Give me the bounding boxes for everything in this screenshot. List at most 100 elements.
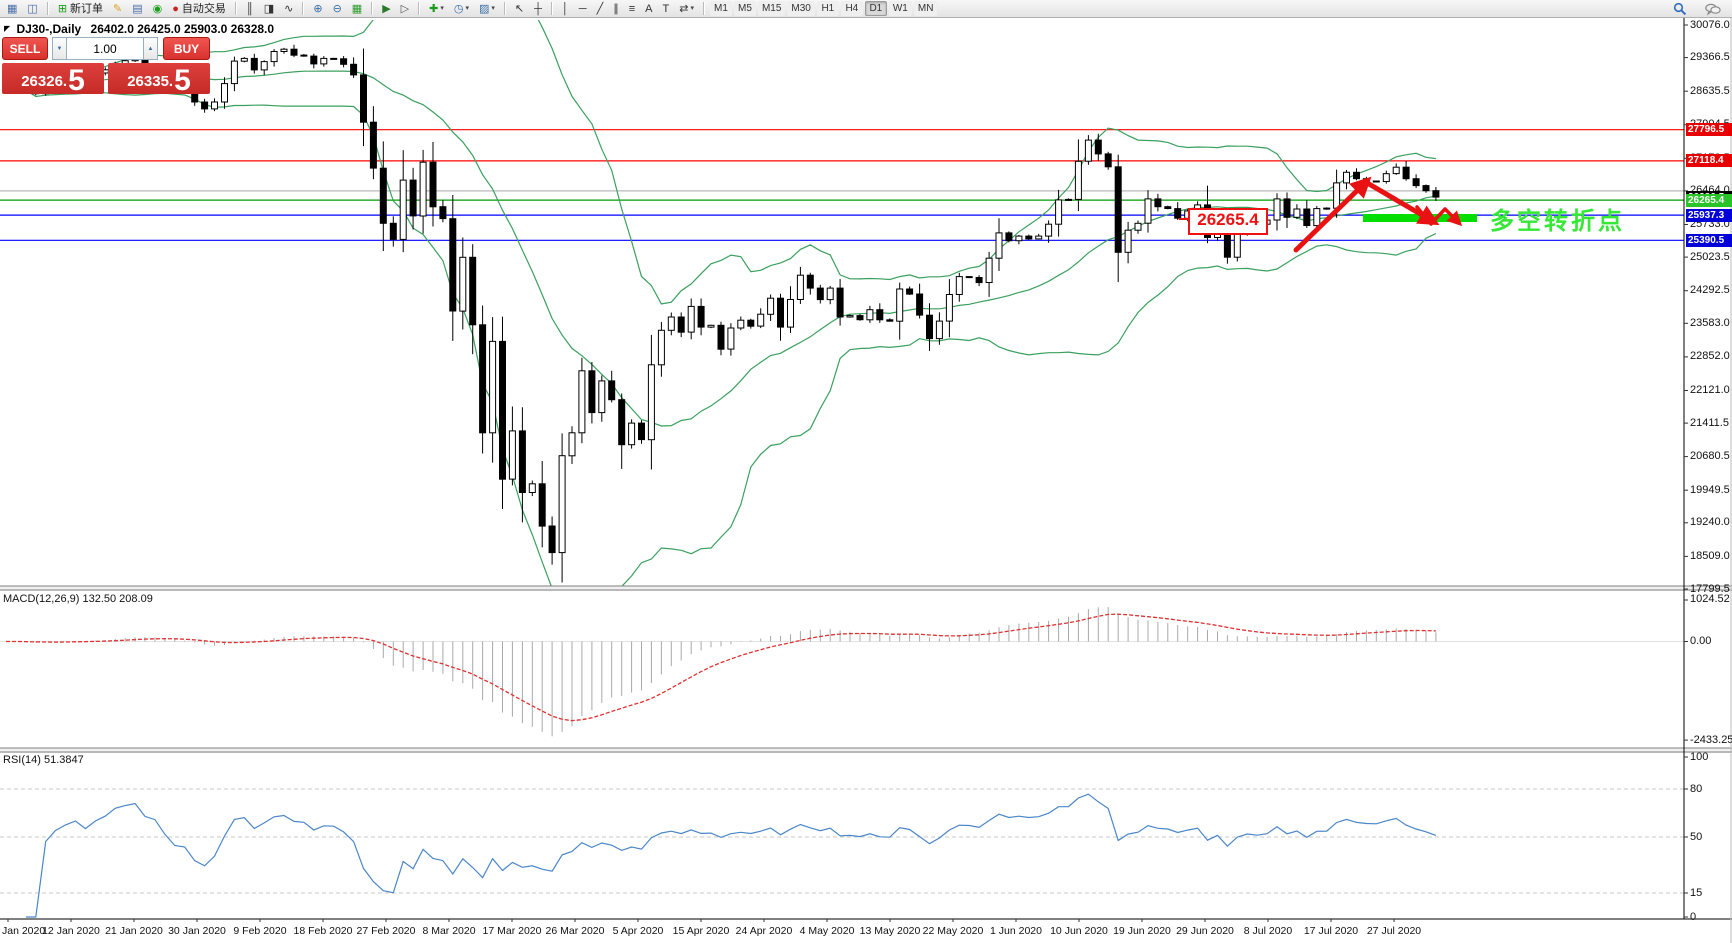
chart-svg [0, 18, 1732, 943]
horizontal-line-icon: ─ [578, 2, 587, 15]
sell-price-main: 26326. [21, 73, 68, 90]
search-icon[interactable] [1669, 1, 1691, 17]
sell-button[interactable]: SELL [2, 37, 48, 60]
cursor-button[interactable]: ↖ [511, 1, 528, 17]
toolbar-separator [550, 2, 553, 15]
toolbar-separator [418, 2, 421, 15]
chevron-down-icon: ▾ [690, 4, 694, 12]
toolbar-separator [371, 2, 374, 15]
new-order-icon: ⊞ [57, 2, 68, 15]
indicators-list-button[interactable]: ✚ ▾ [425, 1, 448, 17]
toolbar-separator [302, 2, 305, 15]
cursor-icon: ↖ [514, 2, 525, 15]
zoom-out-icon: ⊖ [332, 2, 342, 15]
timeframe-h1-button[interactable]: H1 [816, 1, 839, 16]
chevron-down-icon: ▾ [465, 4, 469, 12]
arrows-icon: ⇄ [679, 2, 689, 15]
equidistant-channel-button[interactable]: ∥ [609, 1, 623, 17]
buy-button[interactable]: BUY [163, 37, 210, 60]
auto-scroll-icon: ▶ [382, 2, 391, 15]
timeframe-m1-button[interactable]: M1 [709, 1, 732, 16]
timeframe-m30-button[interactable]: M30 [787, 1, 815, 16]
chart-marker-icon: ◤ [4, 24, 11, 33]
chat-icon[interactable] [1701, 1, 1725, 17]
templates-button[interactable]: ▨ ▾ [475, 1, 499, 17]
line-chart-icon: ∿ [284, 2, 294, 15]
equidistant-channel-icon: ∥ [613, 2, 619, 15]
buy-price-main: 26335. [127, 73, 174, 90]
profiles-icon: ◫ [27, 2, 38, 15]
tile-windows-button[interactable]: ▦ [348, 1, 366, 17]
zoom-out-button[interactable]: ⊖ [329, 1, 346, 17]
toolbar-separator [46, 2, 49, 15]
auto-scroll-button[interactable]: ▶ [378, 1, 394, 17]
crosshair-button[interactable]: ┼ [530, 1, 546, 17]
line-chart-button[interactable]: ∿ [280, 1, 297, 17]
chevron-down-icon: ▾ [440, 4, 444, 12]
new-order-label: 新订单 [70, 2, 104, 15]
sell-price-button[interactable]: 26326. 5 [2, 63, 104, 97]
metaeditor-button[interactable]: ✎ [109, 1, 126, 17]
vertical-line-icon: │ [561, 2, 569, 15]
timeframe-h4-button[interactable]: H4 [840, 1, 863, 16]
chart-symbol-period: DJ30-,Daily [16, 22, 82, 36]
candlestick-chart-button[interactable]: ◨ [260, 1, 278, 17]
strategy-tester-icon: ▤ [132, 2, 143, 15]
autotrading-button[interactable]: ● 自动交易 [168, 1, 230, 17]
indicators-list-icon: ✚ [429, 2, 439, 15]
bar-chart-button[interactable]: ║ [242, 1, 258, 17]
volume-input[interactable] [67, 37, 143, 60]
price-flag-annotation: 26265.4 [1188, 208, 1268, 235]
arrows-button[interactable]: ⇄ ▾ [675, 1, 698, 17]
zoom-in-button[interactable]: ⊕ [309, 1, 326, 17]
timeframe-w1-button[interactable]: W1 [888, 1, 912, 16]
templates-icon: ▨ [478, 2, 490, 15]
bar-chart-icon: ║ [245, 2, 254, 15]
chart-shift-icon: ▷ [400, 2, 410, 15]
metaeditor-icon: ✎ [113, 2, 123, 15]
trendline-icon: ╱ [596, 2, 604, 15]
zoom-in-icon: ⊕ [313, 2, 323, 15]
new-chart-icon: ▦ [7, 2, 18, 15]
text-label-button[interactable]: T [658, 1, 673, 17]
timeframe-mn-button[interactable]: MN [913, 1, 938, 16]
new-chart-button[interactable]: ▦ [3, 1, 21, 17]
profiles-button[interactable]: ◫ [23, 1, 41, 17]
chart-canvas[interactable]: ◤ DJ30-,Daily 26402.0 26425.0 25903.0 26… [0, 18, 1732, 943]
one-click-top-row: SELL ▼ ▲ BUY [2, 37, 215, 60]
text-icon: A [645, 2, 653, 15]
autotrading-label: 自动交易 [181, 2, 226, 15]
trendline-button[interactable]: ╱ [593, 1, 608, 17]
horizontal-line-button[interactable]: ─ [575, 1, 591, 17]
strategy-tester-button[interactable]: ▤ [128, 1, 146, 17]
crosshair-icon: ┼ [534, 2, 542, 15]
toolbar-separator [234, 2, 237, 15]
chart-title: ◤ DJ30-,Daily 26402.0 26425.0 25903.0 26… [4, 22, 274, 36]
volume-up-button[interactable]: ▲ [143, 37, 158, 60]
text-label-icon: T [662, 2, 670, 15]
vertical-line-button[interactable]: │ [558, 1, 573, 17]
tile-windows-icon: ▦ [351, 2, 363, 15]
one-click-trading-panel: SELL ▼ ▲ BUY 26326. 5 26335. 5 [2, 37, 215, 97]
signals-button[interactable]: ◉ [149, 1, 167, 17]
periods-icon: ◷ [453, 2, 464, 15]
candlestick-chart-icon: ◨ [263, 2, 275, 15]
timeframe-d1-button[interactable]: D1 [864, 1, 887, 16]
chart-ohlc-values: 26402.0 26425.0 25903.0 26328.0 [90, 22, 275, 36]
periods-button[interactable]: ◷ ▾ [450, 1, 473, 17]
one-click-price-row: 26326. 5 26335. 5 [2, 63, 215, 97]
chart-shift-button[interactable]: ▷ [397, 1, 413, 17]
buy-price-big-digit: 5 [174, 64, 191, 97]
timeframe-m15-button[interactable]: M15 [757, 1, 786, 16]
timeframe-m5-button[interactable]: M5 [733, 1, 756, 16]
fibonacci-button[interactable]: ≡ [625, 1, 639, 17]
buy-price-button[interactable]: 26335. 5 [108, 63, 210, 97]
new-order-button[interactable]: ⊞ 新订单 [54, 1, 107, 17]
volume-down-button[interactable]: ▼ [52, 37, 67, 60]
sell-price-big-digit: 5 [68, 64, 85, 97]
toolbar-separator [503, 2, 506, 15]
text-button[interactable]: A [641, 1, 656, 17]
turning-point-annotation: 多空转折点 [1490, 208, 1625, 235]
toolbar-separator [702, 2, 705, 15]
